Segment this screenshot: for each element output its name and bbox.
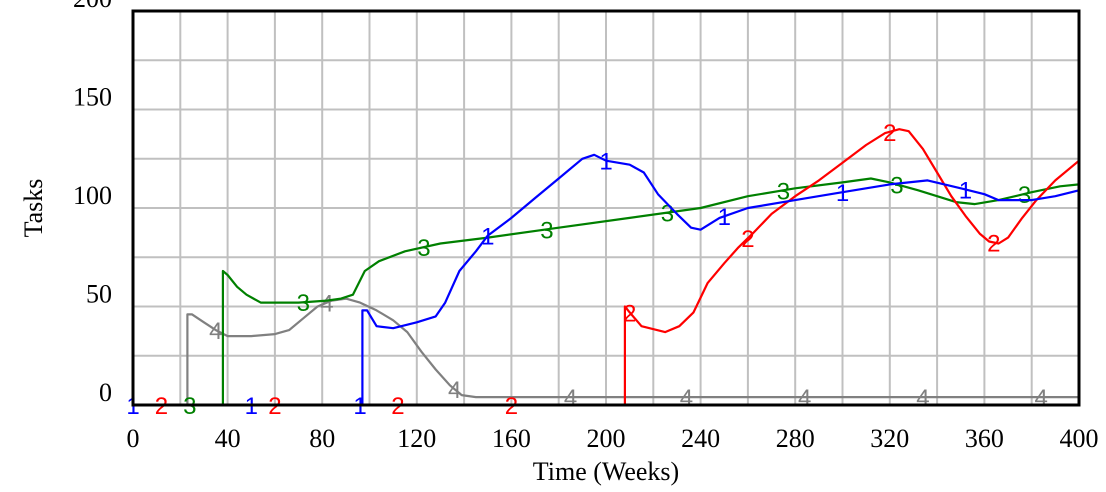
x-tick-label: 360 — [965, 424, 1004, 453]
y-tick-label: 50 — [86, 280, 112, 309]
series-marker-4: 4 — [916, 385, 929, 412]
series-marker-3: 3 — [777, 178, 790, 205]
x-tick-label: 200 — [587, 424, 626, 453]
series-marker-4: 4 — [564, 385, 577, 412]
x-tick-label: 280 — [776, 424, 815, 453]
series-marker-3: 3 — [297, 290, 310, 317]
y-tick-label: 0 — [99, 378, 112, 407]
series-marker-4: 4 — [798, 385, 811, 412]
y-tick-label: 100 — [73, 181, 112, 210]
series-line-2 — [133, 128, 1080, 407]
series-marker-1: 1 — [599, 149, 612, 176]
x-tick-label: 120 — [397, 424, 436, 453]
series-marker-3: 3 — [1018, 182, 1031, 209]
series-marker-4: 4 — [1034, 385, 1047, 412]
series-marker-2: 2 — [883, 120, 896, 147]
series-line-1 — [133, 153, 1080, 407]
y-axis-title: Tasks — [19, 179, 48, 238]
series-marker-2: 2 — [623, 300, 636, 327]
plot-frame — [131, 9, 1081, 407]
series-marker-3: 3 — [890, 172, 903, 199]
series-line-3 — [133, 177, 1080, 407]
x-tick-label: 320 — [870, 424, 909, 453]
grid-lines — [133, 11, 1079, 405]
series-marker-4: 4 — [448, 377, 461, 404]
x-tick-label: 240 — [681, 424, 720, 453]
series-marker-4: 4 — [680, 385, 693, 412]
x-tick-label: 80 — [309, 424, 335, 453]
x-tick-label: 160 — [492, 424, 531, 453]
tick-labels: 0 40 80 120 160 200 240 280 320 360 400 0 50 100 150 20… — [73, 0, 1099, 453]
x-tick-label: 400 — [1060, 424, 1099, 453]
series-marker-1: 1 — [836, 180, 849, 207]
x-tick-label: 40 — [215, 424, 241, 453]
series-marker-2: 2 — [741, 226, 754, 253]
series-marker-1: 1 — [718, 204, 731, 231]
y-tick-label: 200 — [73, 0, 112, 13]
series-marker-1: 1 — [481, 224, 494, 251]
series-marker-3: 3 — [417, 235, 430, 262]
series-marker-4: 4 — [209, 318, 222, 345]
x-axis-title: Time (Weeks) — [533, 457, 679, 486]
series-marker-2: 2 — [987, 230, 1000, 257]
y-tick-label: 150 — [73, 83, 112, 112]
series-marker-3: 3 — [540, 217, 553, 244]
x-tick-label: 0 — [127, 424, 140, 453]
series-marker-4: 4 — [320, 291, 333, 318]
series-marker-1: 1 — [959, 177, 972, 204]
